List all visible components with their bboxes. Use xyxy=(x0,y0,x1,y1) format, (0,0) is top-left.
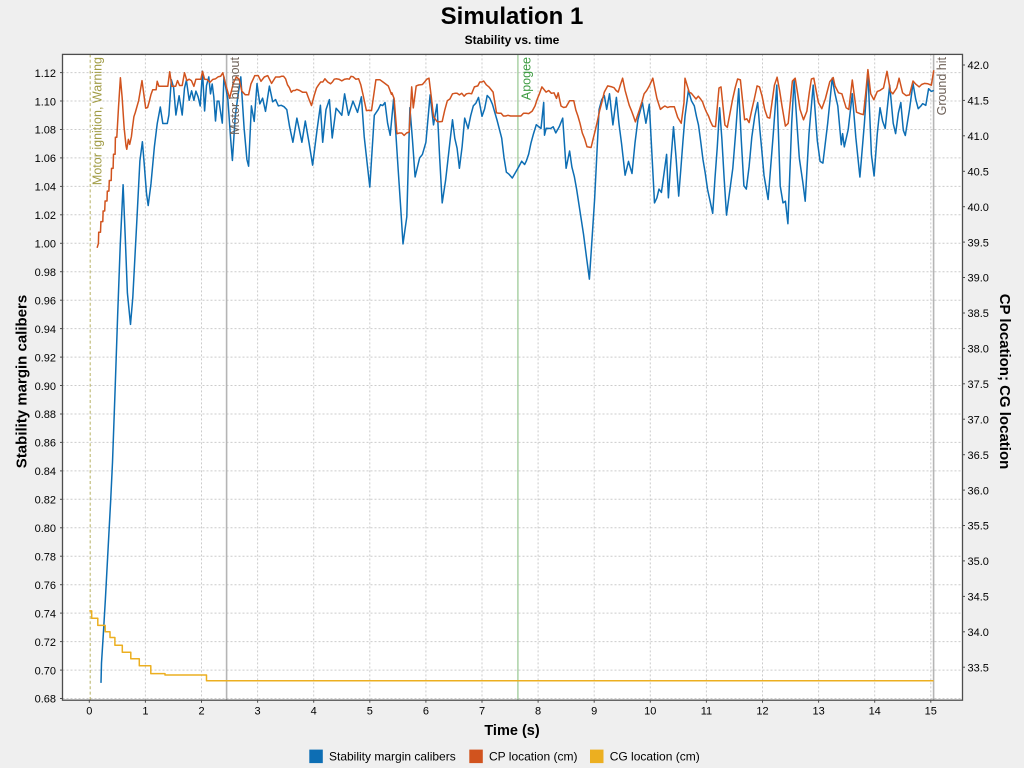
svg-text:Motor burnout: Motor burnout xyxy=(228,56,242,134)
svg-text:Time (s): Time (s) xyxy=(484,723,540,739)
svg-text:37.5: 37.5 xyxy=(968,379,989,391)
svg-text:39.5: 39.5 xyxy=(968,237,989,249)
svg-text:1: 1 xyxy=(142,706,148,718)
svg-text:Stability vs. time: Stability vs. time xyxy=(465,33,560,47)
svg-text:38.0: 38.0 xyxy=(968,344,989,356)
svg-text:36.0: 36.0 xyxy=(968,485,989,497)
svg-text:41.5: 41.5 xyxy=(968,96,989,108)
svg-text:35.5: 35.5 xyxy=(968,521,989,533)
svg-text:0.68: 0.68 xyxy=(35,694,56,706)
svg-text:CP location; CG location: CP location; CG location xyxy=(996,294,1013,470)
svg-text:0.86: 0.86 xyxy=(35,438,56,450)
svg-text:6: 6 xyxy=(423,706,429,718)
svg-text:0.76: 0.76 xyxy=(35,580,56,592)
svg-text:33.5: 33.5 xyxy=(968,662,989,674)
svg-text:0.82: 0.82 xyxy=(35,495,56,507)
svg-text:36.5: 36.5 xyxy=(968,450,989,462)
svg-text:0.94: 0.94 xyxy=(35,324,56,336)
svg-text:CP location (cm): CP location (cm) xyxy=(489,750,577,764)
svg-text:CG location (cm): CG location (cm) xyxy=(610,750,700,764)
svg-text:14: 14 xyxy=(869,706,881,718)
svg-text:13: 13 xyxy=(812,706,824,718)
svg-text:0.80: 0.80 xyxy=(35,523,56,535)
svg-text:34.0: 34.0 xyxy=(968,627,989,639)
svg-text:Stability margin calibers: Stability margin calibers xyxy=(329,750,456,764)
svg-text:34.5: 34.5 xyxy=(968,592,989,604)
svg-text:41.0: 41.0 xyxy=(968,131,989,143)
svg-text:3: 3 xyxy=(255,706,261,718)
svg-text:0.92: 0.92 xyxy=(35,352,56,364)
svg-text:0.72: 0.72 xyxy=(35,637,56,649)
svg-text:Simulation 1: Simulation 1 xyxy=(441,3,584,30)
svg-text:Ground hit: Ground hit xyxy=(935,56,949,115)
svg-text:0.70: 0.70 xyxy=(35,665,56,677)
svg-text:1.04: 1.04 xyxy=(35,182,56,194)
svg-text:1.10: 1.10 xyxy=(35,96,56,108)
svg-text:9: 9 xyxy=(591,706,597,718)
svg-text:7: 7 xyxy=(479,706,485,718)
svg-text:Apogee: Apogee xyxy=(519,57,533,100)
svg-text:5: 5 xyxy=(367,706,373,718)
svg-text:1.06: 1.06 xyxy=(35,153,56,165)
svg-text:11: 11 xyxy=(701,706,712,718)
svg-text:1.00: 1.00 xyxy=(35,239,56,251)
svg-text:40.0: 40.0 xyxy=(968,202,989,214)
svg-text:37.0: 37.0 xyxy=(968,414,989,426)
svg-text:Motor ignition, Warning: Motor ignition, Warning xyxy=(91,57,105,185)
svg-text:0.98: 0.98 xyxy=(35,267,56,279)
svg-text:1.02: 1.02 xyxy=(35,210,56,222)
svg-text:12: 12 xyxy=(756,706,768,718)
svg-text:0.90: 0.90 xyxy=(35,381,56,393)
svg-text:0.88: 0.88 xyxy=(35,409,56,421)
svg-text:0: 0 xyxy=(86,706,92,718)
svg-text:0.78: 0.78 xyxy=(35,552,56,564)
svg-text:38.5: 38.5 xyxy=(968,308,989,320)
svg-text:4: 4 xyxy=(311,706,317,718)
svg-text:10: 10 xyxy=(644,706,656,718)
svg-text:1.08: 1.08 xyxy=(35,125,56,137)
svg-text:Stability margin calibers: Stability margin calibers xyxy=(13,295,30,468)
svg-text:0.84: 0.84 xyxy=(35,466,56,478)
svg-text:8: 8 xyxy=(535,706,541,718)
svg-text:35.0: 35.0 xyxy=(968,556,989,568)
svg-text:0.96: 0.96 xyxy=(35,295,56,307)
svg-text:1.12: 1.12 xyxy=(35,68,56,80)
svg-text:42.0: 42.0 xyxy=(968,60,989,72)
svg-text:15: 15 xyxy=(925,706,937,718)
svg-text:39.0: 39.0 xyxy=(968,273,989,285)
svg-text:2: 2 xyxy=(198,706,204,718)
svg-text:40.5: 40.5 xyxy=(968,167,989,179)
svg-text:0.74: 0.74 xyxy=(35,608,56,620)
